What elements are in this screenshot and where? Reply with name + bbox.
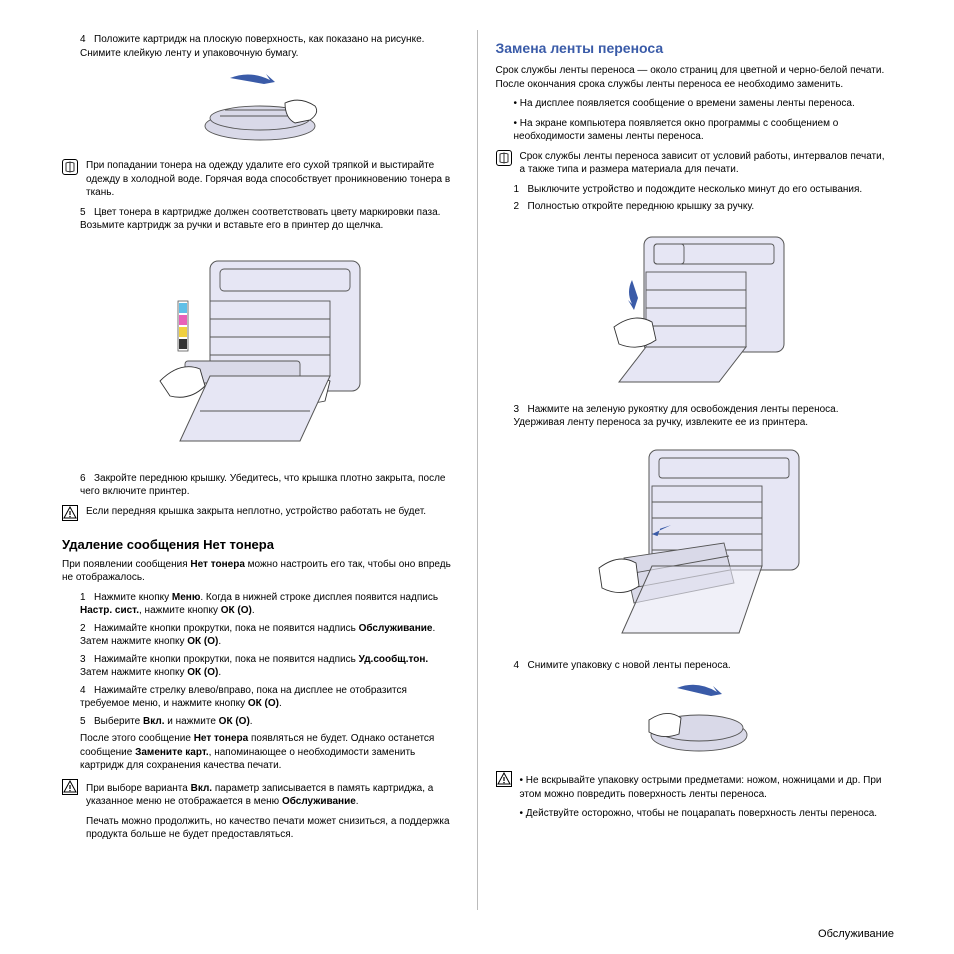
step-4: 4Положите картридж на плоскую поверхност…: [80, 33, 459, 60]
heading-transfer-belt: Замена ленты переноса: [496, 40, 893, 56]
substep-2: 2Нажимайте кнопки прокрутки, пока не поя…: [80, 622, 459, 649]
after-text: После этого сообщение Нет тонера появлят…: [80, 732, 459, 773]
page-footer: Обслуживание: [818, 928, 894, 940]
substep-3: 3Нажимайте кнопки прокрутки, пока не поя…: [80, 653, 459, 680]
substep-4: 4Нажимайте стрелку влево/вправо, пока на…: [80, 684, 459, 711]
rstep-2: 2Полностью откройте переднюю крышку за р…: [514, 200, 893, 214]
note-icon: [496, 150, 512, 166]
note-toner-clothes: При попадании тонера на одежду удалите е…: [62, 159, 459, 200]
fig-insert-cartridge: [62, 241, 459, 464]
arrow-icon: [230, 74, 275, 84]
substep-5: 5Выберите Вкл. и нажмите ОК (O).: [80, 715, 459, 729]
rstep-4: 4Снимите упаковку с новой ленты переноса…: [514, 659, 893, 673]
warn-vkl: При выборе варианта Вкл. параметр записы…: [62, 779, 459, 848]
note-belt-life: Срок службы ленты переноса зависит от ус…: [496, 150, 893, 177]
warn-body: • Не вскрывайте упаковку острыми предмет…: [520, 771, 893, 827]
warning-icon: [62, 779, 78, 795]
substep-1: 1Нажмите кнопку Меню. Когда в нижней стр…: [80, 591, 459, 618]
step-4-text: Положите картридж на плоскую поверхность…: [80, 34, 424, 59]
heading-remove-msg: Удаление сообщения Нет тонера: [62, 537, 459, 552]
right-column: Замена ленты переноса Срок службы ленты …: [478, 30, 911, 910]
warn-cover: Если передняя крышка закрыта неплотно, у…: [62, 505, 459, 521]
step-6: 6Закройте переднюю крышку. Убедитесь, чт…: [80, 472, 459, 499]
fig-open-cover: [496, 222, 893, 395]
bold-no-toner: Нет тонера: [190, 559, 244, 570]
note-icon: [62, 159, 78, 175]
intro-text: При появлении сообщения Нет тонера можно…: [62, 558, 459, 585]
rstep-3: 3Нажмите на зеленую рукоятку для освобож…: [514, 403, 893, 430]
step-num-6: 6: [80, 472, 94, 486]
step-num-4: 4: [80, 33, 94, 47]
warning-icon: [496, 771, 512, 787]
warn-sharp: • Не вскрывайте упаковку острыми предмет…: [496, 771, 893, 827]
fig-cartridge-flat: [62, 68, 459, 151]
note-text: Срок службы ленты переноса зависит от ус…: [520, 150, 893, 177]
note-text: При попадании тонера на одежду удалите е…: [86, 159, 459, 200]
warn-body: При выборе варианта Вкл. параметр записы…: [86, 779, 459, 848]
bullet-2: • На экране компьютера появляется окно п…: [514, 117, 893, 144]
bullet-1: • На дисплее появляется сообщение о врем…: [514, 97, 893, 111]
belt-intro: Срок службы ленты переноса — около стран…: [496, 64, 893, 91]
fig-remove-belt: [496, 438, 893, 651]
step-5: 5Цвет тонера в картридже должен соответс…: [80, 206, 459, 233]
step-6-text: Закройте переднюю крышку. Убедитесь, что…: [80, 473, 445, 498]
left-column: 4Положите картридж на плоскую поверхност…: [44, 30, 478, 910]
step-5-text: Цвет тонера в картридже должен соответст…: [80, 207, 440, 232]
fig-new-belt: [496, 680, 893, 763]
warn-text: Если передняя крышка закрыта неплотно, у…: [86, 505, 459, 519]
warning-icon: [62, 505, 78, 521]
step-num-5: 5: [80, 206, 94, 220]
rstep-1: 1Выключите устройство и подождите нескол…: [514, 183, 893, 197]
